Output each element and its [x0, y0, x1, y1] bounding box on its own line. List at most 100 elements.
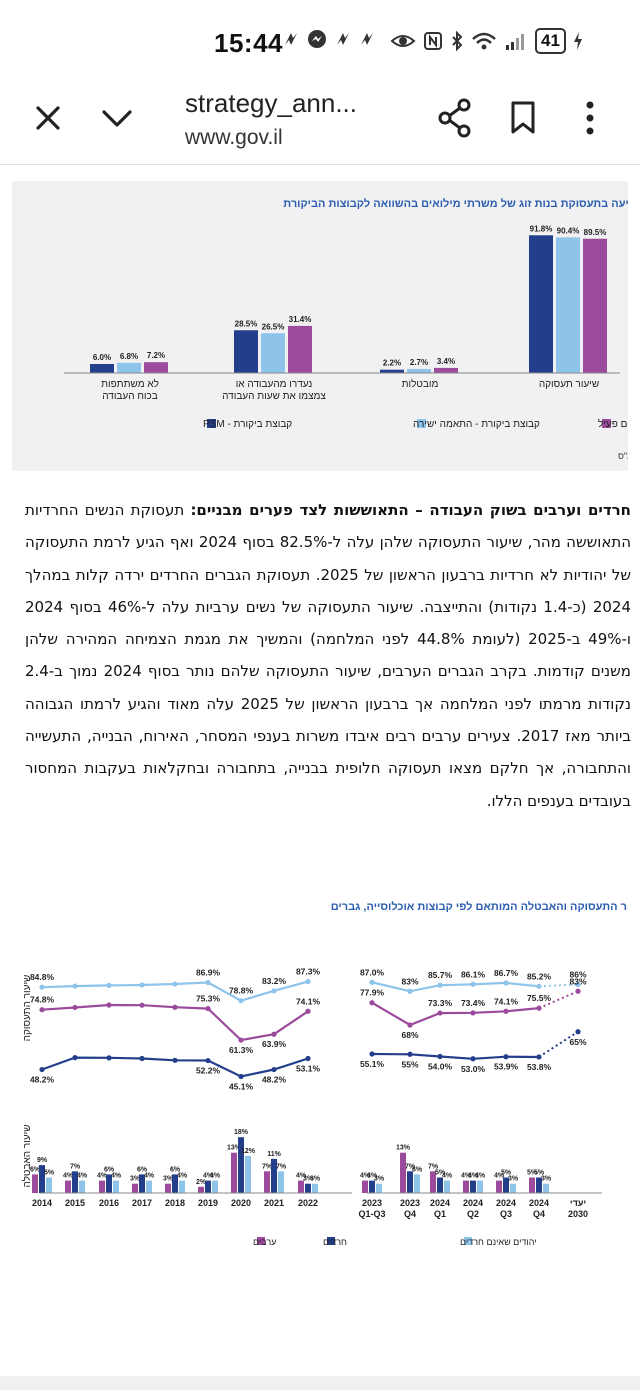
point-label: 86% — [569, 970, 586, 980]
category-label: מובטלות — [402, 378, 439, 390]
bar-value-label: 31.4% — [289, 315, 312, 324]
bar-value-label: 4% — [177, 1173, 188, 1180]
data-point — [271, 988, 277, 994]
bar — [477, 1180, 483, 1193]
category-label: צמצמו את שעות העבודה — [222, 391, 326, 402]
point-label: 63.9% — [262, 1039, 287, 1049]
chart-title: פניעה בתעסוקת בנות זוג של משרתי מילואים … — [283, 197, 628, 210]
tick-label: Q1-Q3 — [358, 1209, 385, 1219]
category-label: שיעור תעסוקה — [539, 379, 599, 390]
more-vert-icon[interactable] — [580, 98, 600, 138]
point-label: 53.1% — [296, 1064, 321, 1074]
article-body: תעסוקת הנשים החרדיות התאוששה מהר, שיעור … — [25, 501, 632, 810]
data-point — [407, 1022, 413, 1028]
series-line — [371, 1052, 540, 1060]
chevron-down-icon[interactable] — [98, 100, 136, 136]
chart-title: שיעור התעסוקה והאבטלה המותאם לפי קבוצות … — [331, 900, 628, 913]
tick-label: 2024 — [430, 1198, 450, 1208]
system-icons: 41 — [390, 28, 583, 54]
page-domain[interactable]: www.gov.il — [185, 126, 283, 149]
share-icon[interactable] — [436, 98, 474, 138]
data-point — [369, 979, 375, 985]
bar-value-label: 4% — [63, 1173, 74, 1180]
bar — [543, 1183, 549, 1193]
bar — [132, 1183, 138, 1193]
bar-value-label: 6% — [137, 1166, 148, 1173]
bar — [380, 369, 404, 373]
bar — [362, 1180, 368, 1193]
bar-value-label: 3% — [163, 1176, 174, 1183]
data-point — [536, 1054, 542, 1060]
point-label: 55.1% — [360, 1059, 385, 1069]
point-label: 73.3% — [428, 998, 453, 1008]
point-label: 48.2% — [30, 1075, 55, 1085]
point-label: 87.0% — [360, 967, 385, 977]
bar — [245, 1155, 251, 1193]
bar-chart-reservists: פניעה בתעסוקת בנות זוג של משרתי מילואים … — [64, 197, 640, 461]
battery-indicator: 41 — [535, 28, 566, 54]
bar-value-label: 2.7% — [410, 358, 428, 367]
point-label: 83.2% — [262, 976, 287, 986]
point-label: 78.8% — [229, 986, 254, 996]
bar — [556, 237, 580, 373]
series-line — [371, 1001, 540, 1027]
data-point — [470, 1010, 476, 1016]
browser-toolbar: strategy_ann... www.gov.il — [0, 80, 640, 165]
data-point — [503, 980, 509, 986]
target-dash-line — [538, 983, 579, 988]
point-label: 61.3% — [229, 1045, 254, 1055]
bar — [529, 1177, 535, 1193]
point-label: 52.2% — [196, 1066, 221, 1076]
point-label: 68% — [401, 1030, 418, 1040]
tick-label: 2017 — [132, 1198, 152, 1208]
article-paragraph: חרדים וערבים בשוק העבודה – התאוששות לצד … — [25, 494, 631, 817]
bar — [470, 1180, 476, 1193]
bar — [437, 1177, 443, 1193]
article-heading: חרדים וערבים בשוק העבודה – התאוששות לצד … — [190, 501, 631, 519]
close-icon[interactable] — [30, 100, 66, 136]
bluetooth-icon — [452, 31, 463, 51]
data-point — [575, 1029, 581, 1035]
bar-value-label: 7% — [70, 1163, 81, 1170]
category-label: בכוח העבודה — [102, 391, 158, 402]
data-point — [39, 1066, 45, 1073]
bar-value-label: 7% — [428, 1163, 439, 1170]
bar — [536, 1177, 542, 1193]
bar — [234, 330, 258, 373]
bar-value-label: 3.4% — [437, 357, 455, 366]
point-label: 74.1% — [494, 996, 519, 1006]
bar — [99, 1180, 105, 1193]
bar-value-label: 6% — [30, 1166, 41, 1173]
data-point — [238, 1037, 244, 1043]
status-time: 15:44 — [214, 28, 283, 58]
data-point — [72, 1055, 78, 1061]
data-point — [407, 1051, 413, 1057]
point-label: 87.3% — [296, 967, 321, 977]
bar-value-label: 4% — [442, 1173, 453, 1180]
bar — [529, 235, 553, 373]
bar-value-label: 12% — [241, 1148, 256, 1155]
bar-value-label: 3% — [508, 1176, 519, 1183]
bar-value-label: 7.2% — [147, 351, 165, 360]
bar — [65, 1180, 71, 1193]
data-point — [437, 982, 443, 988]
data-point — [139, 1002, 145, 1008]
data-point — [205, 1005, 211, 1012]
bar — [79, 1180, 85, 1193]
bar — [90, 364, 114, 373]
page-title[interactable]: strategy_ann... — [185, 88, 357, 118]
data-point — [575, 988, 581, 994]
bar — [179, 1180, 185, 1193]
eye-icon — [390, 35, 416, 47]
data-point — [205, 1057, 211, 1064]
point-label: 53.0% — [461, 1064, 486, 1074]
tick-label: 2016 — [99, 1198, 119, 1208]
figure-employment-unemployment-men: שיעור התעסוקה והאבטלה המותאם לפי קבוצות … — [12, 888, 640, 1260]
legend-label: קבוצת ביקורת - התאמה ישירה — [413, 419, 540, 430]
bookmark-icon[interactable] — [508, 100, 538, 136]
point-label: 85.2% — [527, 971, 552, 981]
data-point — [172, 1057, 178, 1063]
data-point — [106, 1055, 112, 1061]
tick-label: Q1 — [434, 1209, 446, 1219]
signal-bolt-icon — [285, 33, 297, 45]
